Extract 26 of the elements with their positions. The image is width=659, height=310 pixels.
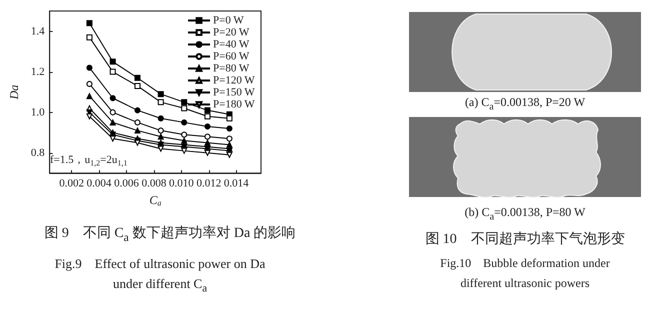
legend-label: P=60 W <box>213 50 250 62</box>
x-tick-label: 0.004 <box>86 178 112 190</box>
legend-label: P=150 W <box>213 86 256 98</box>
y-tick-label: 0.8 <box>30 146 46 159</box>
y-tick-label: 1.2 <box>30 66 45 78</box>
text: Fig.9 Effect of ultrasonic power on Da under different C$_{a}$ <box>54 255 266 297</box>
x-tick-label: 0.002 <box>59 178 84 190</box>
x-tick-label: 0.008 <box>142 178 167 190</box>
legend-label: P=0 W <box>213 14 244 26</box>
y-axis-title: Da <box>7 84 21 100</box>
text: (b) C$_{a}$=0.00138, P=80 W <box>464 204 586 224</box>
x-tick-label: 0.014 <box>224 178 250 190</box>
text: Fig.10 Bubble deformation under different ultrasonic powers <box>439 255 611 292</box>
legend-label: P=80 W <box>213 62 250 74</box>
y-tick-label: 1.0 <box>30 106 46 118</box>
legend-label: P=180 W <box>213 98 256 110</box>
legend-label: P=20 W <box>213 26 250 38</box>
text: 图 10 不同超声功率下气泡形变 <box>424 230 626 249</box>
text: (a) C$_{a}$=0.00138, P=20 W <box>464 94 586 114</box>
x-tick-label: 0.010 <box>169 178 194 190</box>
x-tick-label: 0.006 <box>114 178 140 190</box>
y-tick-label: 1.4 <box>30 25 46 38</box>
text: 图 9 不同 C$_{a}$ 数下超声功率对 Da 的影响 <box>43 224 297 246</box>
legend-label: P=120 W <box>213 74 256 86</box>
x-tick-label: 0.012 <box>196 178 222 190</box>
legend-label: P=40 W <box>213 38 250 50</box>
